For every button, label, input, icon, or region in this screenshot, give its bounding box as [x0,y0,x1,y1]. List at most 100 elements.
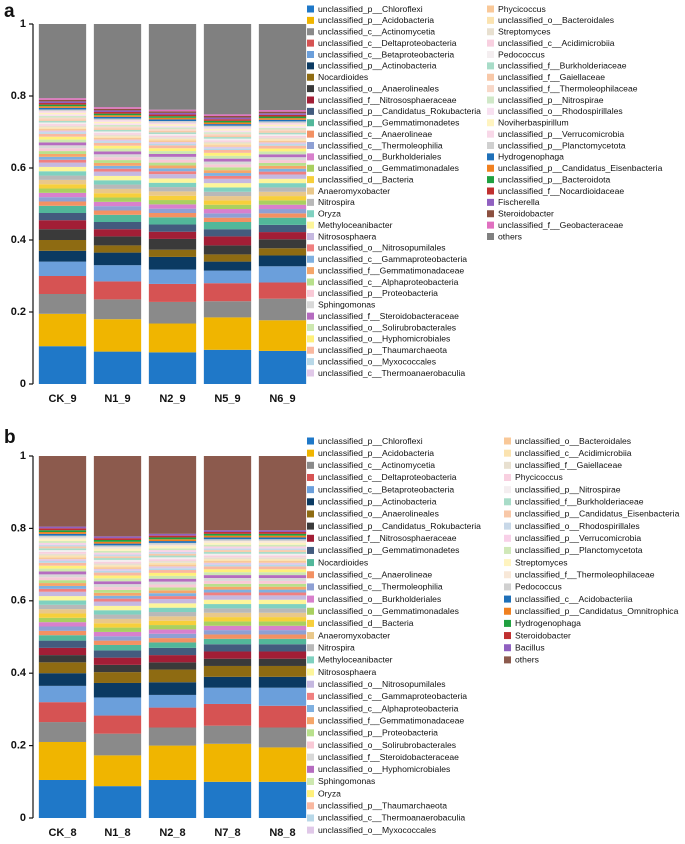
legend-label: Bacillus [515,642,545,652]
bar-segment [148,178,197,183]
bar-segment [38,722,87,742]
bar-segment [258,320,307,351]
bar-segment [258,157,307,161]
bar-segment [93,554,142,557]
legend-swatch [307,522,314,530]
legend-swatch [307,16,314,24]
bar-segment [203,128,252,131]
bar-segment [38,148,87,152]
bar-segment [203,270,252,284]
bar-segment [148,550,197,552]
bar-segment [148,174,197,179]
bar-segment [148,116,197,118]
bar-segment [38,550,87,552]
legend-swatch [487,153,494,161]
bar-segment [203,114,252,116]
legend-swatch [307,777,314,785]
bar-segment [203,703,252,726]
legend-label: unclassified_p__Planctomycetota [515,545,643,555]
bar-segment [38,662,87,674]
bar-segment [93,184,142,189]
bar-segment [38,184,87,189]
bar-segment [148,125,197,128]
bar-segment [93,636,142,641]
bar-segment [93,541,142,544]
legend-swatch [487,85,494,93]
bar-segment [38,294,87,314]
bar-segment [203,644,252,652]
bar-segment [203,155,252,159]
legend-swatch [307,358,314,366]
bar-segment [93,129,142,132]
legend-label: unclassified_o__Nitrosopumilales [318,243,446,253]
bar-segment [93,568,142,571]
bar-segment [203,634,252,639]
bar-segment [93,134,142,137]
legend-label: unclassified_o__Gemmatimonadales [318,606,459,616]
bar-segment [258,564,307,567]
legend-swatch [307,437,314,445]
bar-segment [203,161,252,165]
bar-segment [148,590,197,594]
bar-segment [203,630,252,635]
bar-segment [38,109,87,112]
bar-segment [258,586,307,590]
bar-segment [38,127,87,129]
bar-segment [93,584,142,588]
legend-label: Streptomyces [498,27,551,37]
bar-segment [148,662,197,670]
legend-swatch [307,198,314,206]
bar-segment [258,651,307,659]
bar-segment [203,559,252,561]
bar-segment [148,238,197,250]
bar-segment [38,151,87,154]
bar-segment [93,715,142,734]
legend-swatch [307,324,314,331]
bar-segment [203,564,252,567]
bar-segment [148,607,197,613]
bar-segment [203,152,252,156]
bar-segment [38,130,87,133]
legend-label: unclassified_o__Solirubrobacterales [318,740,456,750]
bar-segment [148,138,197,141]
bar-segment [93,610,142,615]
bar-segment [148,121,197,123]
bar-segment [148,352,197,384]
bar-segment [148,682,197,695]
bar-segment [258,625,307,631]
legend-label: unclassified_c__Actinomycetia [318,27,435,37]
bar-segment [203,608,252,613]
bar-segment [203,301,252,318]
bar-segment [148,647,197,656]
bar-segment [38,583,87,586]
legend-label: others [515,655,539,665]
bar-segment [148,159,197,163]
bar-segment [93,139,142,142]
legend-swatch [504,656,511,664]
bar-segment [148,578,197,582]
bar-segment [203,560,252,563]
bar-segment [93,623,142,628]
bar-segment [38,591,87,597]
x-tick-label: CK_8 [48,827,76,839]
bar-segment [203,530,252,533]
bar-segment [203,117,252,120]
bar-segment [93,351,142,384]
legend-label: Nocardioides [318,72,368,82]
bar-segment [258,183,307,188]
bar-segment [203,124,252,126]
legend-label: unclassified_c__Thermoanaerobaculia [318,813,465,823]
bar-segment [148,598,197,604]
legend-label: unclassified_o__Anaerolineales [318,509,439,519]
bar-segment [148,542,197,545]
bar-segment [148,112,197,115]
bar-segment [258,187,307,192]
bar-segment [258,544,307,547]
bar-segment [258,621,307,626]
bar-segment [148,593,197,597]
legend-swatch [504,522,511,530]
legend-label: Steroidobacter [498,209,554,219]
bar-segment [38,559,87,561]
bar-segment [203,621,252,626]
